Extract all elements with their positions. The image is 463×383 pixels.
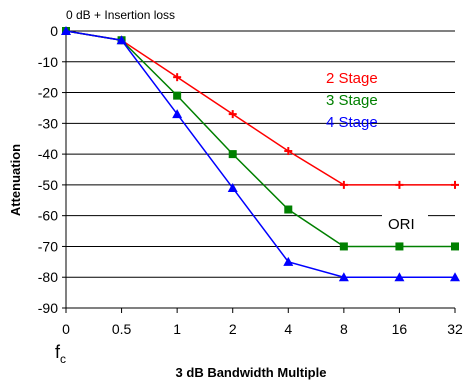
data-point: [339, 180, 348, 189]
y-tick-label: -70: [38, 238, 58, 254]
data-point: [338, 272, 349, 282]
y-tick-label: -50: [38, 177, 58, 193]
series-group: [61, 26, 460, 282]
x-tick-label: 1: [173, 321, 181, 337]
data-point: [394, 272, 405, 282]
legend-entry: 2 Stage: [326, 70, 378, 87]
fc-label-subscript: c: [60, 352, 66, 366]
legend-entry: 4 Stage: [326, 114, 378, 131]
data-point: [228, 110, 237, 119]
y-axis-title: Attenuation: [8, 144, 23, 216]
series-line: [65, 30, 455, 186]
data-point: [284, 147, 293, 156]
data-point: [227, 182, 238, 192]
data-point: [339, 242, 348, 251]
y-tick-label: -80: [38, 269, 58, 285]
data-point: [283, 256, 294, 266]
data-point: [395, 242, 404, 251]
x-tick-label: 4: [284, 321, 292, 337]
data-point: [61, 26, 71, 35]
data-point: [284, 205, 293, 214]
data-point: [228, 150, 237, 159]
fc-label: fc: [55, 342, 66, 366]
top-note: 0 dB + Insertion loss: [66, 8, 175, 22]
data-point: [451, 242, 459, 251]
legend: 2 Stage 3 Stage 4 Stage: [326, 70, 378, 131]
fc-label-main: f: [55, 342, 61, 362]
gridlines: [66, 30, 455, 278]
series-4-stage: [61, 26, 460, 282]
data-point: [395, 180, 404, 189]
x-axis-title: 3 dB Bandwidth Multiple: [176, 365, 327, 380]
series-2-stage: [62, 27, 459, 189]
x-tick-label: 8: [340, 321, 348, 337]
x-tick-label: 2: [229, 321, 237, 337]
legend-entry: 3 Stage: [326, 92, 378, 109]
data-point: [172, 109, 183, 119]
y-tick-label: -30: [38, 115, 58, 131]
x-tick-label: 0: [62, 321, 70, 337]
tick-labels: 0-10-20-30-40-50-60-70-80-900 0.5 1 2 4 8 16 32: [38, 23, 463, 337]
y-tick-label: -20: [38, 85, 58, 101]
ori-label: ORI: [388, 216, 415, 233]
series-line: [65, 30, 455, 248]
axes: [62, 30, 456, 313]
series-line: [65, 30, 455, 278]
y-tick-label: -40: [38, 146, 58, 162]
data-point: [451, 180, 459, 189]
x-tick-label: 32: [447, 321, 463, 337]
data-point: [450, 272, 460, 282]
y-tick-label: -60: [38, 208, 58, 224]
x-tick-label: 16: [392, 321, 408, 337]
data-point: [116, 35, 127, 45]
data-point: [173, 73, 182, 82]
ori-label-bg: [382, 210, 428, 236]
x-tick-label: 0.5: [112, 321, 132, 337]
y-tick-label: -90: [38, 300, 58, 316]
y-tick-label: -10: [38, 54, 58, 70]
data-point: [173, 91, 182, 100]
y-tick-label: 0: [50, 23, 58, 39]
